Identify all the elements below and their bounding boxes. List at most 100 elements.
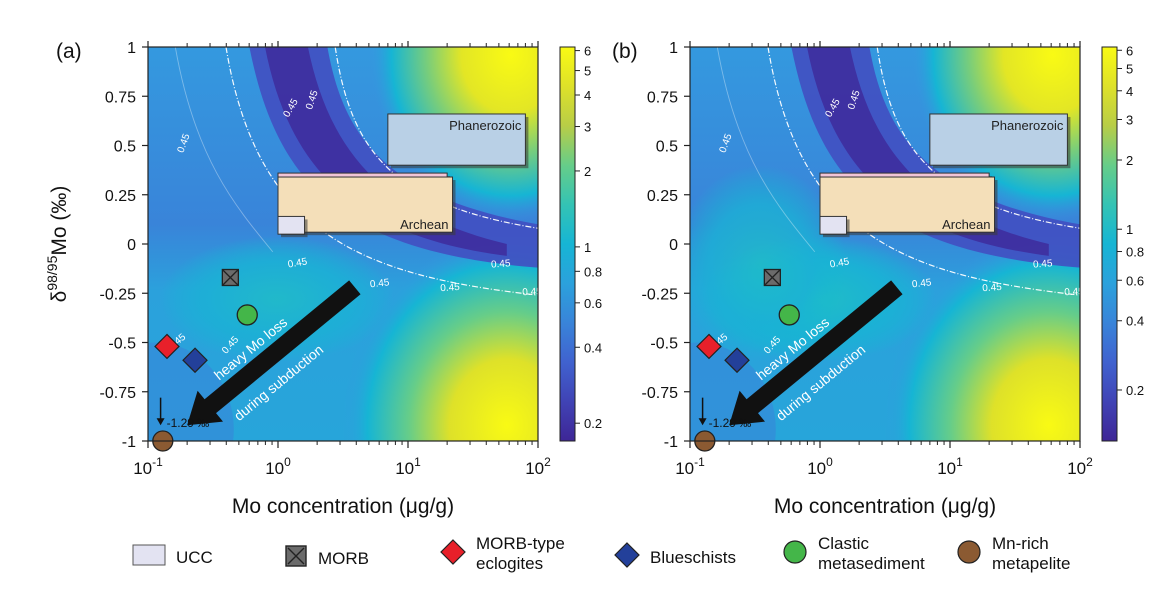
heatmap-corner [148, 342, 234, 441]
colorbar-tick-label: 4 [584, 88, 591, 103]
panel-label: (b) [612, 40, 638, 63]
y-tick-label: 0.5 [656, 139, 678, 156]
heatmap-high-bottom [343, 236, 538, 441]
contour-label: 0.45 [369, 277, 390, 290]
x-tick-exp: 1 [414, 455, 421, 469]
point-morb-cross [221, 269, 239, 286]
contour-label: 0.45 [522, 287, 542, 299]
point-morb-cross [763, 269, 781, 286]
x-tick-exp: -1 [152, 455, 163, 469]
colorbar-tick-label: 0.6 [1126, 273, 1144, 288]
contour-label: 0.45 [287, 256, 309, 270]
annotation-text: -1.29 ‰ [709, 416, 752, 430]
heatmap-cyan-zone [690, 165, 846, 363]
x-tick-label: 101 [937, 455, 963, 478]
legend-item-ucc: UCC [132, 544, 213, 571]
y-tick-label: 0.25 [647, 188, 678, 205]
legend: UCC MORB MORB-type eclogites Blueschists… [0, 528, 1152, 598]
x-tick-base: 10 [675, 459, 694, 478]
x-tick-base: 10 [937, 459, 956, 478]
y-label-rest: Mo (‰) [48, 186, 71, 256]
colorbar-tick-label: 5 [1126, 61, 1133, 76]
heatmap-high-bottom [885, 236, 1080, 441]
annotation-text: -1.29 ‰ [167, 416, 210, 430]
colorbar [1101, 46, 1118, 442]
legend-label: MORB-type eclogites [476, 534, 565, 573]
x-tick-base: 10 [133, 459, 152, 478]
legend-label: UCC [176, 547, 213, 567]
brown-circle-icon [956, 539, 982, 570]
point-morb-type-eclogites [154, 333, 180, 360]
ucc-swatch-icon [132, 544, 166, 571]
x-tick-exp: 2 [1086, 455, 1093, 469]
panel-b: 0.450.450.450.450.450.450.450.450.450.45… [612, 40, 1144, 518]
legend-item-morb-type-eclogites: MORB-type eclogites [440, 534, 565, 574]
x-tick-label: 10-1 [133, 455, 163, 478]
point-morb-type-eclogites [696, 333, 722, 360]
box-ucc [819, 215, 848, 235]
x-tick-label: 101 [395, 455, 421, 478]
red-diamond-icon [440, 538, 466, 570]
panel-label: (a) [56, 40, 82, 63]
legend-label: Blueschists [650, 547, 736, 567]
box-label-archean: Archean [400, 217, 448, 232]
y-axis-label: δ98/95Mo (‰) [44, 186, 71, 303]
legend-item-morb: MORB [284, 544, 369, 573]
colorbar-tick-label: 1 [584, 240, 591, 255]
colorbar-tick-label: 1 [1126, 222, 1133, 237]
colorbar-tick-label: 6 [1126, 43, 1133, 58]
contour-label: 0.45 [440, 282, 461, 294]
y-tick-label: -1 [122, 434, 136, 451]
contour-label: 0.45 [829, 256, 851, 270]
contour-label: 0.45 [982, 282, 1003, 294]
colorbar-tick-label: 0.4 [1126, 314, 1144, 329]
legend-label: Clastic metasediment [818, 534, 925, 573]
y-tick-label: 0.75 [647, 89, 678, 106]
x-axis-label: Mo concentration (μg/g) [774, 495, 996, 518]
contour-label: 0.45 [491, 258, 512, 270]
y-tick-label: 0.25 [105, 188, 136, 205]
arrow-shape [729, 280, 903, 426]
x-tick-exp: 0 [826, 455, 833, 469]
contour-line [716, 47, 816, 253]
colorbar-tick-label: 0.8 [1126, 245, 1144, 260]
x-axis-label: Mo concentration (μg/g) [232, 495, 454, 518]
annotation-arrowhead [156, 418, 165, 426]
y-tick-label: -1 [664, 434, 678, 451]
x-tick-label: 102 [525, 455, 551, 478]
colorbar-tick-label: 2 [584, 164, 591, 179]
y-tick-label: 0 [669, 237, 678, 254]
y-tick-label: -0.5 [108, 336, 136, 353]
green-circle-icon [782, 539, 808, 570]
y-tick-label: -0.75 [100, 385, 137, 402]
annotation-arrowhead [698, 418, 707, 426]
x-tick-base: 10 [265, 459, 284, 478]
contour-label: 0.45 [1064, 287, 1084, 299]
x-tick-label: 100 [265, 455, 291, 478]
box-label-phanerozoic: Phanerozoic [449, 118, 522, 133]
legend-item-clastic-metasediment: Clastic metasediment [782, 534, 925, 574]
contour-line [876, 47, 1080, 229]
colorbar-tick-label: 3 [584, 120, 591, 135]
legend-label: MORB [318, 548, 369, 568]
box-phanerozoic [929, 113, 1068, 166]
subduction-arrow [729, 280, 903, 426]
y-tick-label: -0.25 [100, 286, 137, 303]
colorbar-tick-label: 0.4 [584, 340, 602, 355]
contour-label: 0.45 [1033, 258, 1054, 270]
point-blueschists [182, 347, 208, 374]
heatmap-mid-band [159, 236, 394, 363]
x-tick-exp: -1 [694, 455, 705, 469]
contour-line [767, 47, 1080, 296]
x-tick-base: 10 [395, 459, 414, 478]
contour-line [174, 47, 274, 253]
colorbar-tick-label: 0.2 [1126, 383, 1144, 398]
contour-line [334, 47, 538, 229]
y-tick-label: 1 [669, 40, 678, 57]
point-blueschists [724, 347, 750, 374]
heatmap-corner [690, 342, 776, 441]
contour-label: 0.45 [911, 277, 932, 290]
box-phanerozoic [387, 113, 526, 166]
x-tick-label: 102 [1067, 455, 1093, 478]
point-clastic-metasediment [236, 304, 258, 326]
